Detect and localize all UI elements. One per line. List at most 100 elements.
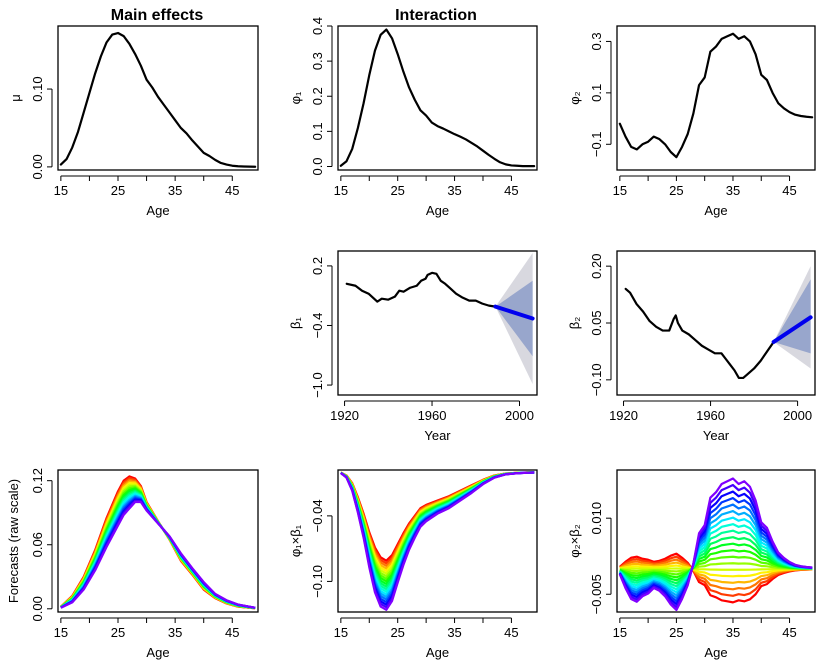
- beta2-plot-area: [624, 266, 813, 380]
- mu-y-axis-label: μ: [8, 94, 23, 102]
- forecast_raw-curve-1: [60, 476, 256, 610]
- phi2-y-axis: −0.1 0.1 0.3 φ₂: [567, 32, 612, 157]
- phi1_beta1-x-tick-label: 45: [504, 625, 518, 640]
- forecast_raw-curve-18: [60, 499, 256, 609]
- phi1-x-tick-label: 15: [334, 183, 348, 198]
- interaction-title: Interaction: [395, 7, 477, 24]
- beta2-y-axis: −0.10 0.05 0.20 β₂: [567, 254, 612, 396]
- forecast_raw-x-axis-label: Age: [146, 645, 169, 660]
- phi1_beta1-panel: 15 25 35 45 Age −0.10 −0.04 φ₁×β₁: [288, 469, 538, 660]
- phi2-series-line-0: [618, 32, 814, 159]
- phi1-panel: 15 25 35 45 Age 0.0 0.1 0.2 0.3 0.4 φ₁: [288, 17, 538, 218]
- forecast_raw-curve-7: [60, 486, 256, 610]
- beta2-panel: 1920 1960 2000 Year −0.10 0.05 0.20 β₂: [567, 250, 816, 443]
- phi1-x-axis: 15 25 35 45 Age: [334, 175, 519, 218]
- phi2_beta2-y-tick-label: 0.010: [589, 502, 604, 535]
- forecast_raw-curve-15: [60, 495, 256, 609]
- beta2-x-tick-label: 1960: [696, 408, 725, 423]
- forecast_raw-frame: [57, 469, 259, 613]
- phi1_beta1-y-axis-label: φ₁×β₁: [288, 524, 303, 557]
- phi2-frame: [616, 25, 816, 171]
- beta2-x-axis: 1920 1960 2000 Year: [609, 400, 812, 443]
- forecast_raw-curve-4: [60, 482, 256, 610]
- beta2-x-tick-label: 2000: [783, 408, 812, 423]
- forecast_raw-curve-16: [60, 497, 256, 609]
- phi2-panel: 15 25 35 45 Age −0.1 0.1 0.3 φ₂: [567, 25, 816, 218]
- beta1-x-axis-label: Year: [424, 428, 451, 443]
- main-effects-title: Main effects: [111, 7, 204, 24]
- phi2-y-tick-label: 0.3: [589, 32, 604, 50]
- forecast_raw-x-tick-label: 45: [225, 625, 239, 640]
- phi2_beta2-y-axis: −0.005 0.010 φ₂×β₂: [567, 502, 612, 614]
- beta2-x-axis-label: Year: [703, 428, 730, 443]
- forecast_raw-curve-6: [60, 484, 256, 610]
- phi1-x-tick-label: 25: [390, 183, 404, 198]
- forecast_raw-y-axis-label: Forecasts (raw scale): [6, 479, 21, 603]
- phi1_beta1-x-tick-label: 35: [447, 625, 461, 640]
- forecast_raw-x-axis: 15 25 35 45 Age: [54, 617, 240, 660]
- phi1-y-axis-label: φ₁: [288, 91, 303, 104]
- forecast_raw-curve-17: [60, 498, 256, 609]
- forecast_raw-y-tick-label: 0.12: [30, 468, 45, 493]
- phi1-y-tick-label: 0.4: [310, 17, 325, 35]
- beta1-x-tick-label: 1920: [330, 408, 359, 423]
- phi1-series-line-0: [339, 28, 536, 168]
- beta1-interval-1: [495, 280, 533, 357]
- phi2_beta2-y-tick-label: −0.005: [589, 574, 604, 614]
- phi2_beta2-x-tick-label: 15: [613, 625, 627, 640]
- beta1-x-tick-label: 1960: [418, 408, 447, 423]
- phi1-x-tick-label: 45: [504, 183, 518, 198]
- phi2-y-tick-label: −0.1: [589, 131, 604, 157]
- phi2_beta2-x-tick-label: 25: [669, 625, 683, 640]
- mu-y-tick-label: 0.10: [30, 76, 45, 101]
- beta2-forecast-line: [771, 315, 813, 344]
- phi2-x-tick-label: 25: [669, 183, 683, 198]
- phi2_beta2-panel: 15 25 35 45 Age −0.005 0.010 φ₂×β₂: [567, 469, 816, 660]
- phi2_beta2-x-tick-label: 45: [782, 625, 796, 640]
- forecast_raw-curve-11: [60, 491, 256, 610]
- phi1_beta1-curve-19: [340, 471, 535, 611]
- beta1-panel: 1920 1960 2000 Year −1.0 −0.4 0.2 β₁: [288, 250, 538, 443]
- beta1-plot-area: [345, 252, 535, 385]
- phi1-y-tick-label: 0.2: [310, 87, 325, 105]
- phi2-y-axis-label: φ₂: [567, 91, 582, 104]
- beta1-series-line-0: [345, 271, 497, 308]
- phi1_beta1-frame: [337, 469, 538, 613]
- mu-x-tick-label: 15: [54, 183, 68, 198]
- beta1-x-axis: 1920 1960 2000 Year: [330, 400, 534, 443]
- forecast_raw-y-tick-label: 0.00: [30, 596, 45, 621]
- mu-plot-area: [59, 31, 257, 168]
- phi2_beta2-y-axis-label: φ₂×β₂: [567, 524, 582, 558]
- phi1-y-tick-label: 0.0: [310, 157, 325, 175]
- beta2-series-line-0: [624, 287, 775, 380]
- phi1-x-tick-label: 35: [447, 183, 461, 198]
- beta2-y-axis-label: β₂: [567, 317, 582, 330]
- mu-y-tick-label: 0.00: [30, 154, 45, 179]
- forecast_raw-curve-14: [60, 494, 256, 609]
- mu-x-axis: 15 25 35 45 Age: [54, 175, 240, 218]
- beta2-y-tick-label: 0.05: [589, 310, 604, 335]
- phi1_beta1-x-tick-label: 25: [390, 625, 404, 640]
- forecast_raw-curve-12: [60, 492, 256, 610]
- phi2-x-tick-label: 35: [726, 183, 740, 198]
- forecast_raw-curve-10: [60, 489, 256, 610]
- mu-x-tick-label: 35: [168, 183, 182, 198]
- mu-y-axis: 0.00 0.10 μ: [8, 76, 53, 180]
- forecast_raw-curve-2: [60, 478, 256, 610]
- phi1_beta1-plot-area: [340, 471, 535, 611]
- forecast_raw-curve-19: [60, 500, 256, 609]
- phi2_beta2-x-axis: 15 25 35 45 Age: [613, 617, 797, 660]
- beta2-y-tick-label: 0.20: [589, 254, 604, 279]
- phi2_beta2-plot-area: [618, 477, 813, 612]
- forecast_raw-y-axis: 0.00 0.06 0.12 Forecasts (raw scale): [6, 468, 53, 621]
- forecast_raw-x-tick-label: 15: [54, 625, 68, 640]
- forecast_raw-curve-13: [60, 493, 256, 609]
- phi1_beta1-x-axis: 15 25 35 45 Age: [334, 617, 519, 660]
- phi2-x-tick-label: 15: [613, 183, 627, 198]
- forecast_raw-y-tick-label: 0.06: [30, 532, 45, 557]
- phi1-y-tick-label: 0.1: [310, 122, 325, 140]
- mu-x-tick-label: 45: [225, 183, 239, 198]
- mu-frame: [57, 25, 259, 171]
- phi2-x-axis-label: Age: [704, 203, 727, 218]
